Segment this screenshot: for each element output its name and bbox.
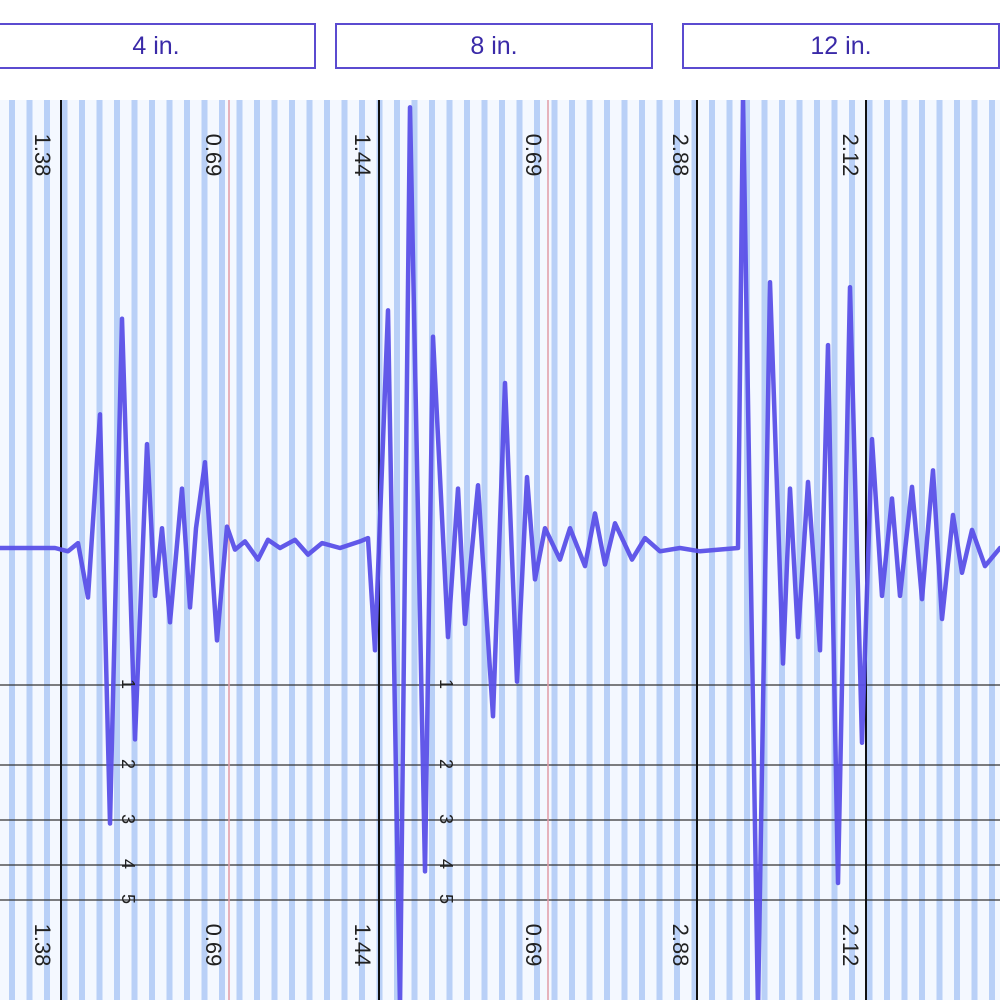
depth-marker: 2 xyxy=(118,758,138,769)
tick-label: 1.44 xyxy=(350,923,375,967)
depth-marker: 5 xyxy=(436,893,456,904)
tab-8-in[interactable]: 8 in. xyxy=(335,23,653,69)
depth-marker: 3 xyxy=(118,813,138,824)
depth-marker: 4 xyxy=(436,858,456,869)
tick-label: 0.69 xyxy=(521,133,546,177)
depth-marker: 2 xyxy=(436,758,456,769)
tick-label: 2.88 xyxy=(668,133,693,177)
tick-label: 2.12 xyxy=(838,133,863,177)
depth-marker: 1 xyxy=(118,678,138,689)
tick-label: 0.69 xyxy=(521,923,546,967)
tick-label: 2.88 xyxy=(668,923,693,967)
tab-12-in[interactable]: 12 in. xyxy=(682,23,1000,69)
seismic-trace-chart xyxy=(0,100,1000,1000)
depth-marker: 4 xyxy=(118,858,138,869)
tick-label: 1.44 xyxy=(350,133,375,177)
depth-marker: 5 xyxy=(118,893,138,904)
tab-4-in[interactable]: 4 in. xyxy=(0,23,316,69)
depth-marker: 3 xyxy=(436,813,456,824)
seismic-plot-area: 1.38 0.69 1.44 0.69 2.88 2.12 1.38 0.69 … xyxy=(0,100,1000,1000)
tick-label: 1.38 xyxy=(30,923,55,967)
tick-label: 2.12 xyxy=(838,923,863,967)
tick-label: 0.69 xyxy=(201,923,226,967)
tick-label: 0.69 xyxy=(201,133,226,177)
depth-marker: 1 xyxy=(436,678,456,689)
tick-label: 1.38 xyxy=(30,133,55,177)
series-line xyxy=(0,100,1000,1000)
